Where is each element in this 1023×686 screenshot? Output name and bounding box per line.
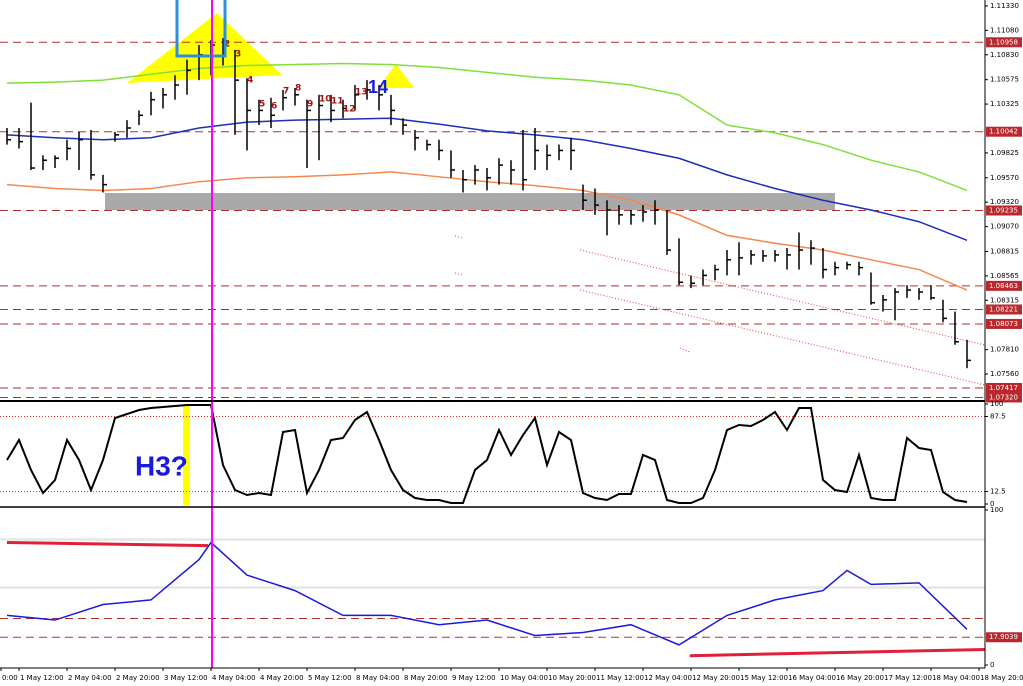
y-tick-label: 1.09070 bbox=[990, 223, 1019, 231]
y-tick-label: 12.5 bbox=[990, 488, 1006, 496]
y-tick-label: 1.10830 bbox=[990, 51, 1019, 59]
annotation: H3? bbox=[135, 450, 188, 481]
price-tag-label: 1.07320 bbox=[989, 393, 1018, 401]
time-label: 16 May 04:00 bbox=[788, 674, 836, 682]
indicator-line bbox=[6, 62, 968, 192]
trend-line bbox=[454, 272, 463, 276]
highlight-bar bbox=[183, 405, 190, 505]
y-tick-label: 100 bbox=[990, 506, 1003, 514]
y-tick-label: 1.09570 bbox=[990, 174, 1019, 182]
price-tag-label: 1.10958 bbox=[989, 38, 1018, 46]
price-tag bbox=[986, 126, 1022, 137]
value-tag bbox=[986, 632, 1022, 643]
annotation: 3 bbox=[235, 50, 241, 60]
time-label: 12 May 04:00 bbox=[644, 674, 692, 682]
annotation: 12 bbox=[343, 105, 356, 115]
annotation: 11 bbox=[331, 97, 344, 107]
y-tick-label: 1.08315 bbox=[990, 296, 1019, 304]
time-label: 0:00 bbox=[2, 674, 18, 682]
annotation: 10 bbox=[319, 95, 332, 105]
price-tag-label: 1.08073 bbox=[989, 320, 1018, 328]
price-tag bbox=[986, 382, 1022, 393]
annotation: 2 bbox=[224, 40, 230, 50]
time-label: 4 May 04:00 bbox=[212, 674, 256, 682]
annotation: 6 bbox=[271, 102, 277, 112]
indicator-line bbox=[689, 648, 986, 658]
value-tag-label: 17.9039 bbox=[989, 633, 1018, 641]
time-label: 4 May 20:00 bbox=[260, 674, 304, 682]
y-tick-label: 0 bbox=[990, 661, 994, 669]
y-tick-label: 100 bbox=[990, 400, 1003, 408]
y-tick-label: 87.5 bbox=[990, 413, 1006, 421]
time-label: 9 May 12:00 bbox=[452, 674, 496, 682]
trend-line bbox=[579, 289, 986, 386]
price-tag bbox=[986, 37, 1022, 48]
price-tag-label: 1.10042 bbox=[989, 128, 1018, 136]
price-tag-label: 1.07417 bbox=[989, 384, 1018, 392]
price-tag bbox=[986, 280, 1022, 291]
annotation: 5 bbox=[259, 100, 265, 110]
indicator-line bbox=[6, 541, 209, 548]
annotation: 7 bbox=[283, 87, 289, 97]
y-tick-label: 1.10325 bbox=[990, 100, 1019, 108]
trend-line bbox=[579, 249, 986, 346]
price-tag bbox=[986, 318, 1022, 329]
price-tag bbox=[986, 392, 1022, 403]
annotation: 14 bbox=[368, 77, 388, 97]
time-label: 1 May 12:00 bbox=[20, 674, 64, 682]
time-label: 18 May 20:00 bbox=[980, 674, 1023, 682]
price-tag-label: 1.08463 bbox=[989, 282, 1018, 290]
time-label: 2 May 04:00 bbox=[68, 674, 112, 682]
time-label: 8 May 04:00 bbox=[356, 674, 400, 682]
y-tick-label: 0 bbox=[990, 500, 994, 508]
annotation: 9 bbox=[307, 100, 313, 110]
time-label: 10 May 20:00 bbox=[548, 674, 596, 682]
trend-lines bbox=[454, 235, 986, 386]
trend-line bbox=[454, 235, 463, 239]
time-label: 18 May 04:00 bbox=[932, 674, 980, 682]
time-label: 11 May 12:00 bbox=[596, 674, 644, 682]
price-tag bbox=[986, 205, 1022, 216]
time-label: 10 May 04:00 bbox=[500, 674, 548, 682]
price-tag-label: 1.08221 bbox=[989, 305, 1018, 313]
time-label: 2 May 20:00 bbox=[116, 674, 160, 682]
time-label: 16 May 20:00 bbox=[836, 674, 884, 682]
annotation: 4 bbox=[247, 76, 253, 86]
y-tick-label: 1.11330 bbox=[990, 2, 1019, 10]
y-tick-label: 1.07810 bbox=[990, 346, 1019, 354]
support-zone bbox=[105, 193, 835, 210]
annotation: 13 bbox=[355, 88, 368, 98]
time-label: 17 May 12:00 bbox=[884, 674, 932, 682]
y-tick-label: 1.09320 bbox=[990, 198, 1019, 206]
price-tag-label: 1.09235 bbox=[989, 206, 1018, 214]
y-tick-label: 1.11080 bbox=[990, 26, 1019, 34]
time-label: 15 May 12:00 bbox=[740, 674, 788, 682]
time-label: 8 May 20:00 bbox=[404, 674, 448, 682]
pattern-triangle bbox=[378, 64, 414, 88]
oscillator-line bbox=[6, 404, 968, 504]
time-label: 5 May 12:00 bbox=[308, 674, 352, 682]
y-tick-label: 1.08565 bbox=[990, 272, 1019, 280]
indicator-line bbox=[6, 541, 968, 646]
indicator-line bbox=[6, 117, 968, 241]
time-label: 12 May 20:00 bbox=[692, 674, 740, 682]
highlight-box bbox=[175, 0, 227, 58]
price-tag bbox=[986, 304, 1022, 315]
y-tick-label: 1.10575 bbox=[990, 76, 1019, 84]
time-label: 3 May 12:00 bbox=[164, 674, 208, 682]
y-tick-label: 1.09825 bbox=[990, 149, 1019, 157]
y-tick-label: 1.07560 bbox=[990, 370, 1019, 378]
y-tick-label: 1.08815 bbox=[990, 248, 1019, 256]
annotation: 8 bbox=[295, 84, 301, 94]
